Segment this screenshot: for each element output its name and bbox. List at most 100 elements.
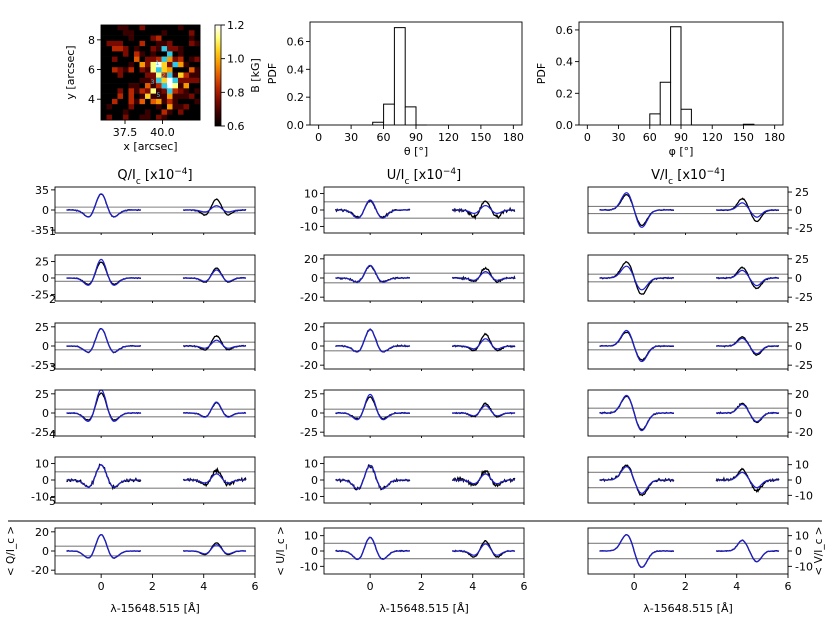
average-ylabel: < Q/I_c > — [5, 526, 17, 576]
row-index-label: 3 — [49, 361, 56, 374]
map-pixel — [145, 30, 151, 36]
profile-ytick-label: 0 — [42, 407, 49, 420]
map-pixel — [189, 93, 195, 100]
fitted-profile-line — [716, 202, 779, 218]
map-pixel — [178, 46, 184, 52]
profile-ytick-label: 0 — [795, 474, 802, 487]
map-pixel — [117, 93, 124, 100]
profile-ytick-label: 0 — [795, 204, 802, 217]
observed-profile-line — [451, 266, 516, 284]
map-pixel — [123, 77, 129, 84]
hist-phi-ytick-label: 0.6 — [556, 24, 574, 37]
map-pixel — [112, 109, 118, 116]
map-pixel — [128, 35, 135, 42]
map-pixel — [123, 61, 129, 68]
map-pixel — [150, 46, 157, 52]
profile-xtick-label: 6 — [252, 580, 259, 593]
profile-frame — [587, 527, 789, 575]
map-pixel — [194, 67, 201, 73]
map-pixel — [112, 93, 118, 100]
profile-ytick-label: 25 — [795, 186, 809, 199]
profile-ytick-label: 10 — [795, 530, 809, 543]
map-pixel — [189, 56, 195, 63]
profile-ytick-label: 25 — [795, 253, 809, 266]
hist-theta-ytick-label: 0.2 — [287, 91, 305, 104]
map-pixel — [189, 25, 195, 31]
colorbar-tick-label: 0.8 — [227, 86, 245, 99]
map-pixel — [145, 93, 151, 100]
profile-ytick-label: 0 — [42, 204, 49, 217]
map-pixel — [156, 30, 162, 36]
map-pixel — [167, 56, 173, 63]
map-pixel — [194, 83, 201, 89]
profile-xtick-label: 2 — [682, 580, 689, 593]
profile-panel — [320, 322, 525, 371]
profile-frame — [54, 527, 256, 575]
profile-ytick-label: 25 — [35, 321, 49, 334]
profile-xlabel: λ-15648.515 [Å] — [379, 602, 469, 615]
profile-ytick-label: -20 — [300, 291, 318, 304]
map-pixel — [183, 77, 190, 84]
column-title-part: Q/I — [117, 168, 135, 183]
map-pixel — [183, 30, 190, 36]
map-pixel — [167, 46, 173, 52]
fitted-profile-line — [183, 269, 246, 282]
hist-phi-ytick-label: 0.0 — [556, 119, 574, 132]
map-pixel — [167, 35, 173, 42]
map-pixel — [112, 83, 118, 89]
map-pixel — [189, 77, 195, 84]
fitted-profile-line — [599, 534, 674, 568]
map-pixel — [128, 40, 135, 47]
map-pixel — [123, 46, 129, 52]
map-pixel — [112, 67, 118, 73]
map-annotation-label: 4 — [164, 85, 168, 92]
map-highlight-pixel — [167, 51, 173, 57]
observed-profile-line — [183, 334, 247, 351]
profile-ytick-label: 0 — [42, 474, 49, 487]
map-pixel — [106, 25, 113, 31]
map-pixel — [150, 56, 157, 63]
column-title: U/Ic [x10−4] — [387, 167, 462, 187]
map-pixel — [156, 61, 162, 68]
map-pixel — [189, 83, 195, 89]
map-pixel — [106, 104, 113, 110]
profile-ytick-label: -10 — [300, 560, 318, 573]
map-highlight-pixel — [156, 67, 162, 73]
map-pixel — [150, 51, 157, 57]
profile-xtick-label: 2 — [418, 580, 425, 593]
map-pixel — [172, 72, 179, 79]
map-pixel — [123, 25, 129, 31]
profile-ytick-label: -25 — [300, 426, 318, 439]
profile-panel — [51, 389, 256, 438]
map-pixel — [150, 72, 157, 79]
map-pixel — [139, 72, 146, 79]
map-pixel — [167, 109, 173, 116]
map-pixel — [106, 88, 113, 94]
profile-frame — [54, 322, 256, 370]
map-annotation-label: 5 — [157, 92, 161, 99]
map-pixel — [172, 46, 179, 52]
map-pixel — [145, 77, 151, 84]
column-title-part: U/I — [387, 168, 405, 183]
column-title-part: −4 — [174, 167, 188, 177]
observed-profile-line — [452, 402, 516, 418]
map-pixel — [194, 88, 201, 94]
map-pixel — [150, 61, 157, 68]
map-pixel — [117, 98, 124, 105]
profile-ytick-label: -10 — [795, 489, 813, 502]
profile-panel — [51, 322, 256, 371]
map-pixel — [161, 40, 168, 47]
fitted-profile-line — [452, 270, 515, 281]
hist-theta-ytick-label: 0.4 — [287, 63, 305, 76]
profile-ytick-label: 0 — [311, 340, 318, 353]
map-pixel — [106, 51, 113, 57]
hist-theta-xtick-label: 30 — [344, 131, 358, 144]
map-pixel — [161, 51, 168, 57]
map-pixel — [161, 98, 168, 105]
fitted-profile-line — [599, 192, 674, 228]
map-pixel — [145, 56, 151, 63]
map-pixel — [178, 30, 184, 36]
hist-phi-xtick-label: 30 — [612, 131, 626, 144]
column-title-part: ] — [188, 168, 193, 183]
